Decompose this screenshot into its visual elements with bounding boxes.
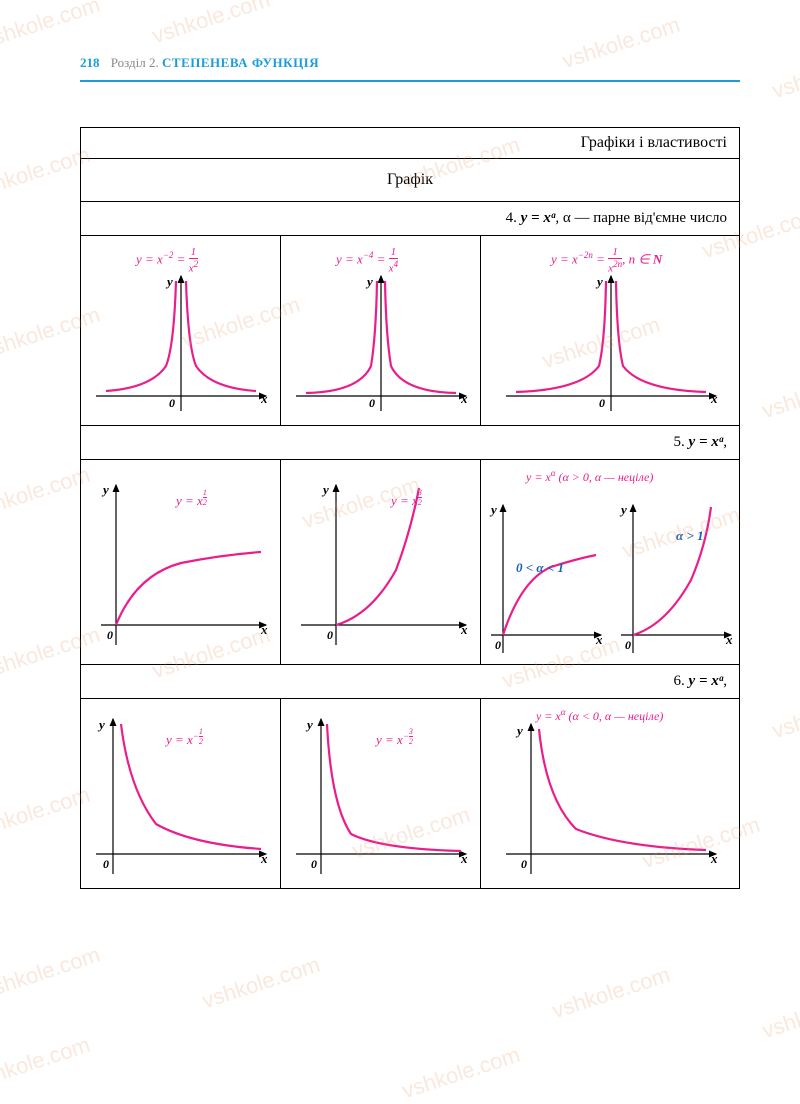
- row4-description: 4. y = xᵅ, α — парне від'ємне число: [81, 202, 740, 236]
- page-number: 218: [80, 55, 100, 70]
- chart-even-neg-2: [281, 236, 481, 426]
- row5-sublabel-right: α > 1: [676, 528, 704, 544]
- watermark-text: vshkole.com: [199, 952, 323, 1015]
- section-title: СТЕПЕНЕВА ФУНКЦІЯ: [162, 55, 319, 70]
- watermark-text: vshkole.com: [399, 1042, 523, 1104]
- header-rule: [80, 80, 740, 82]
- watermark-text: vshkole.com: [549, 962, 673, 1025]
- row5-cell-1: y = x12 0 x y: [81, 460, 281, 665]
- row4-cell-2: y = x−4 = 1x4 0 x y: [281, 236, 481, 426]
- row5-graphs: y = x12 0 x y y = x32 0 x y y = xα (α > …: [81, 460, 740, 665]
- row5-formula-3: y = xα (α > 0, α — неціле): [526, 468, 653, 485]
- chart-even-neg-1: [81, 236, 281, 426]
- watermark-text: vshkole.com: [759, 362, 800, 425]
- main-table: Графіки і властивості Графік 4. y = xᵅ, …: [80, 127, 740, 889]
- chart-x32: [281, 460, 481, 665]
- row6-description: 6. y = xᵅ,: [81, 665, 740, 699]
- row4-graphs: y = x−2 = 1x2 0 x y y = x−4 = 1x4 0 x y: [81, 236, 740, 426]
- watermark-text: vshkole.com: [0, 942, 103, 1005]
- table-subheader: Графік: [81, 159, 740, 202]
- row5-cell-2: y = x32 0 x y: [281, 460, 481, 665]
- chart-even-neg-3: [481, 236, 741, 426]
- row6-cell-3: y = xα (α < 0, α — неціле) 0 x y: [481, 699, 740, 889]
- row6-cell-2: y = x−32 0 x y: [281, 699, 481, 889]
- watermark-text: vshkole.com: [759, 982, 800, 1045]
- page-header: 218 Розділ 2. СТЕПЕНЕВА ФУНКЦІЯ: [0, 0, 800, 77]
- row6-cell-1: y = x−12 0 x y: [81, 699, 281, 889]
- chart-neg-half: [81, 699, 281, 889]
- row5-cell-3: y = xα (α > 0, α — неціле) 0 < α < 1 0 x…: [481, 460, 740, 665]
- watermark-text: vshkole.com: [769, 682, 800, 745]
- row6-graphs: y = x−12 0 x y y = x−32 0 x y y = xα (α …: [81, 699, 740, 889]
- row5-sublabel-left: 0 < α < 1: [516, 560, 564, 576]
- table-top-header: Графіки і властивості: [81, 128, 740, 159]
- watermark-text: vshkole.com: [0, 1032, 93, 1095]
- row5-description: 5. y = xᵅ,: [81, 426, 740, 460]
- row4-cell-3: y = x−2n = 1x2n, n ∈ N 0 x y: [481, 236, 740, 426]
- section-prefix: Розділ 2.: [111, 55, 159, 70]
- row4-cell-1: y = x−2 = 1x2 0 x y: [81, 236, 281, 426]
